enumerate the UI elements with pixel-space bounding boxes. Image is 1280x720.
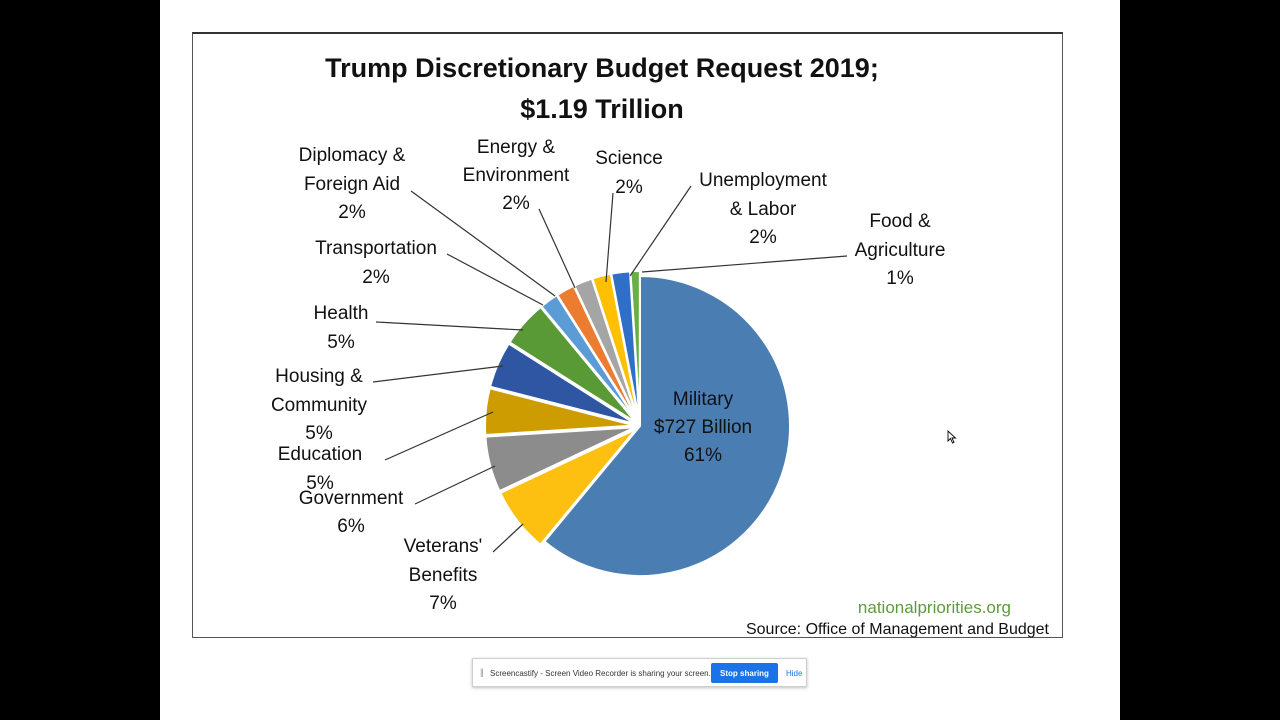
pie-slice-education bbox=[484, 387, 636, 437]
slice-label-unemployment-labor: Unemployment bbox=[699, 170, 827, 191]
chart-title-line-1: Trump Discretionary Budget Request 2019; bbox=[325, 53, 879, 83]
share-message: Screencastify - Screen Video Recorder is… bbox=[490, 669, 711, 678]
leader-line bbox=[375, 321, 524, 331]
mouse-cursor-icon bbox=[947, 430, 957, 444]
slice-label-unemployment-labor: 2% bbox=[749, 227, 777, 248]
leader-line bbox=[414, 465, 496, 505]
leader-line bbox=[492, 523, 524, 553]
slice-label-energy-environment: 2% bbox=[502, 193, 530, 214]
pie-chart: Military $727 Billion 61% Veterans' Benefits… bbox=[271, 53, 1050, 638]
slice-label-military: $727 Billion bbox=[654, 417, 752, 438]
pie-slice-government bbox=[484, 426, 636, 493]
pie-slice-food-agriculture bbox=[629, 270, 641, 422]
slice-label-military: 61% bbox=[684, 445, 722, 466]
slice-label-food-agriculture: Food & bbox=[869, 211, 931, 232]
pie-slice-health bbox=[508, 305, 638, 424]
slice-label-diplomacy-foreign-aid: Diplomacy & bbox=[299, 145, 406, 166]
slice-label-government: 6% bbox=[337, 516, 365, 537]
slice-label-veterans-benefits: 7% bbox=[429, 593, 457, 614]
slice-label-transportation: 2% bbox=[362, 267, 390, 288]
slice-label-health: 5% bbox=[327, 332, 355, 353]
grip-icon[interactable]: || bbox=[480, 667, 484, 677]
slice-label-education: 5% bbox=[306, 473, 334, 494]
leader-line bbox=[641, 255, 848, 273]
leader-line bbox=[605, 192, 614, 283]
stop-sharing-button[interactable]: Stop sharing bbox=[711, 663, 778, 683]
slice-label-transportation: Transportation bbox=[315, 238, 437, 259]
slice-label-housing-community: Community bbox=[271, 395, 368, 416]
slice-label-unemployment-labor: & Labor bbox=[730, 199, 797, 220]
slice-label-science: Science bbox=[595, 148, 663, 169]
pie-slice-military bbox=[542, 274, 791, 577]
leader-line bbox=[538, 208, 576, 289]
slice-label-housing-community: 5% bbox=[305, 423, 333, 444]
source-text: Source: Office of Management and Budget bbox=[746, 621, 1050, 638]
slice-label-food-agriculture: Agriculture bbox=[855, 240, 946, 261]
slice-label-food-agriculture: 1% bbox=[886, 268, 914, 289]
screen-share-bar: || Screencastify - Screen Video Recorder… bbox=[472, 658, 807, 687]
leader-line bbox=[629, 185, 692, 277]
slice-label-veterans-benefits: Benefits bbox=[409, 565, 478, 586]
leader-line bbox=[384, 411, 494, 461]
leader-line bbox=[410, 190, 556, 297]
slice-label-veterans-benefits: Veterans' bbox=[404, 536, 483, 557]
leader-line bbox=[372, 365, 504, 383]
source-site: nationalpriorities.org bbox=[858, 598, 1011, 617]
pie-slice-veterans-benefits bbox=[498, 428, 637, 547]
screen: Military $727 Billion 61% Veterans' Benefits… bbox=[160, 0, 1120, 720]
chart-title-line-2: $1.19 Trillion bbox=[520, 94, 684, 124]
slice-label-housing-community: Housing & bbox=[275, 366, 363, 387]
leader-line bbox=[446, 253, 544, 306]
chart-frame: Military $727 Billion 61% Veterans' Benefits… bbox=[192, 32, 1063, 638]
slice-label-education: Education bbox=[278, 444, 363, 465]
slice-label-energy-environment: Environment bbox=[463, 165, 570, 186]
pie-slice-housing-community bbox=[488, 342, 636, 425]
slice-label-military: Military bbox=[673, 389, 734, 410]
slice-label-health: Health bbox=[314, 303, 369, 324]
slice-label-science: 2% bbox=[615, 177, 643, 198]
slice-label-energy-environment: Energy & bbox=[477, 137, 555, 158]
slice-label-government: Government bbox=[299, 488, 404, 509]
slice-label-diplomacy-foreign-aid: Foreign Aid bbox=[304, 174, 400, 195]
hide-button[interactable]: Hide bbox=[786, 669, 803, 678]
slice-label-diplomacy-foreign-aid: 2% bbox=[338, 202, 366, 223]
